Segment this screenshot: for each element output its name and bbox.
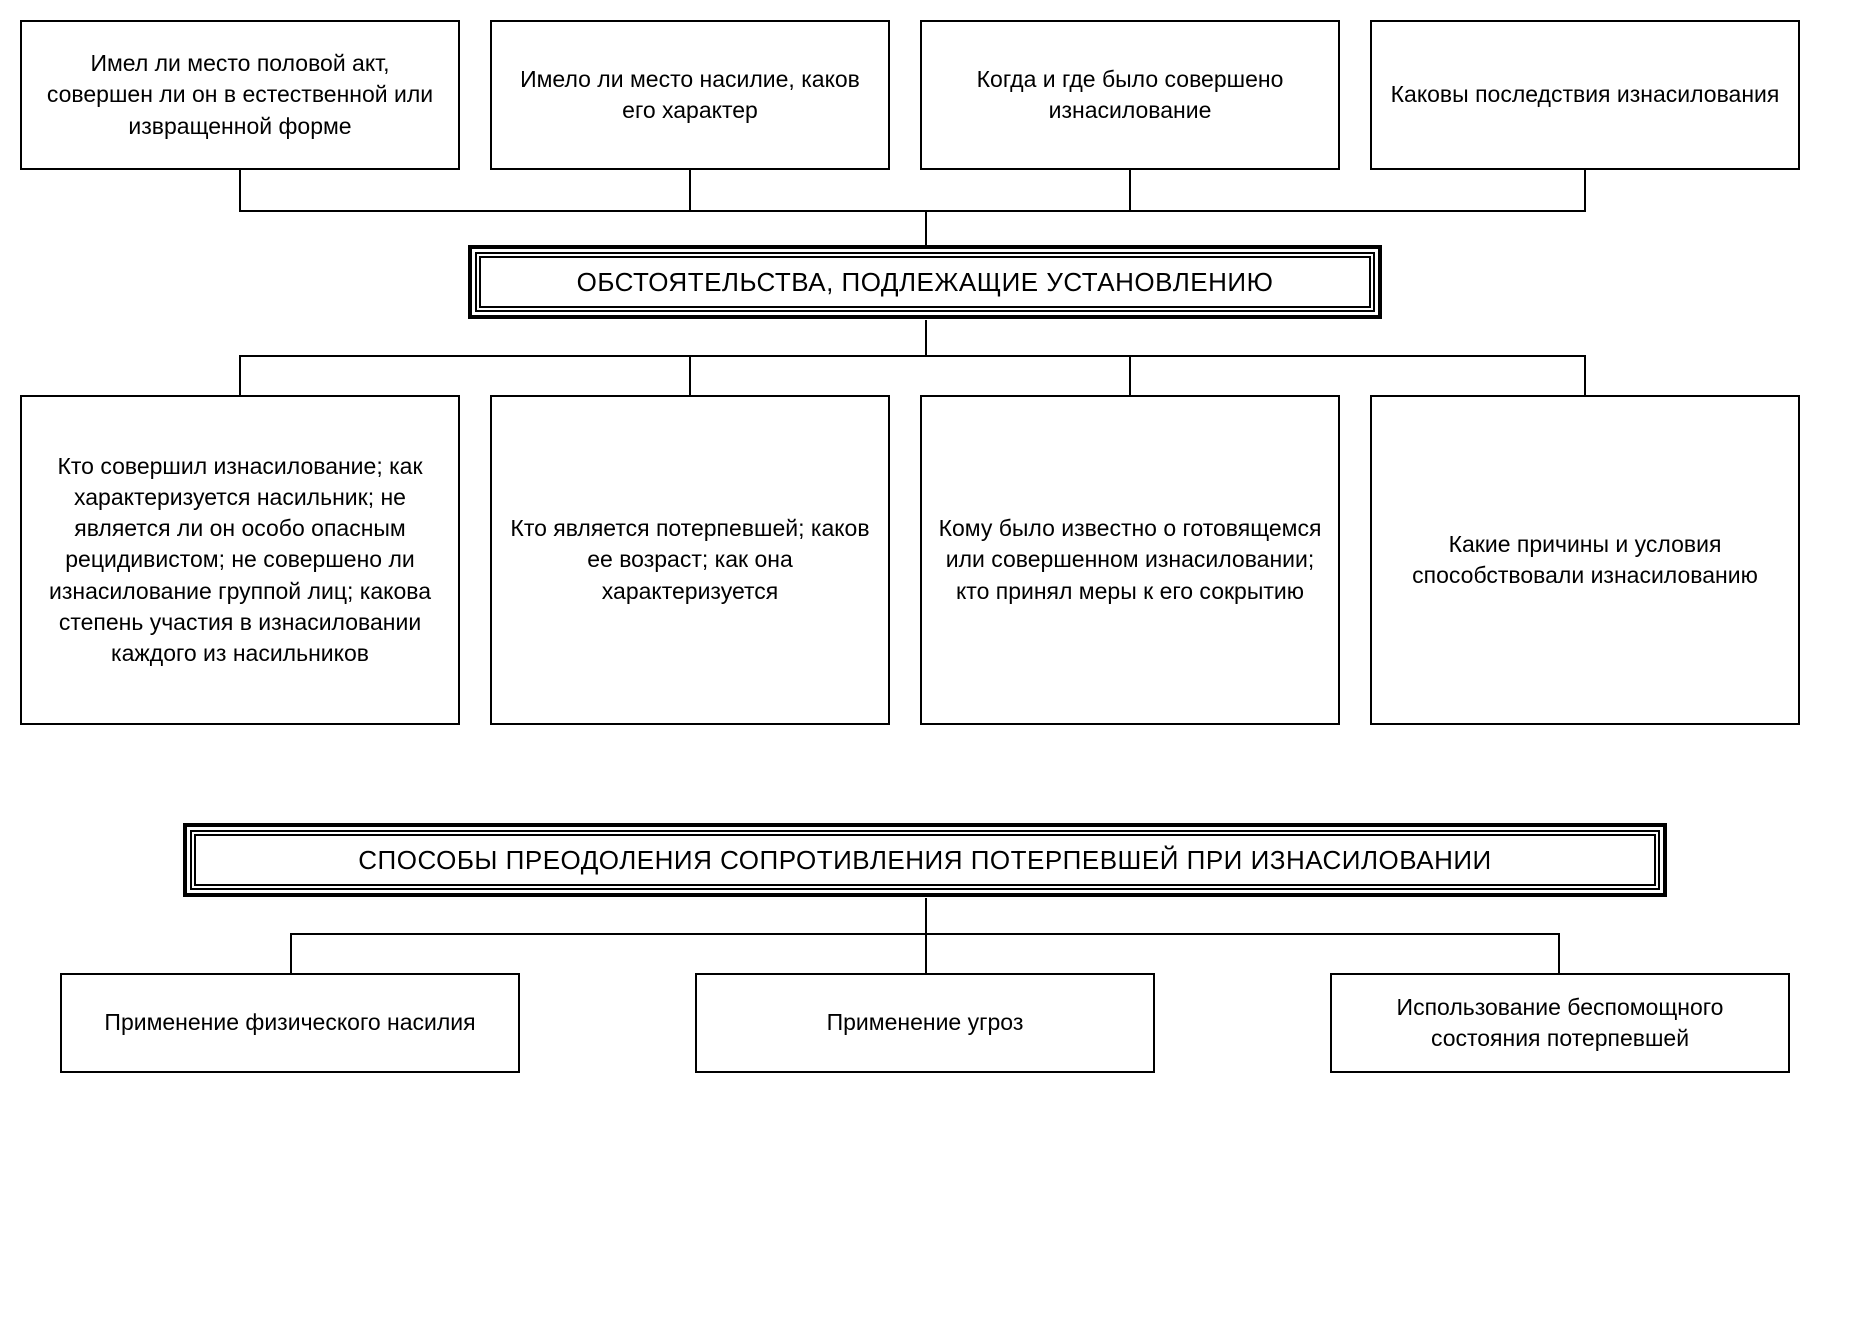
conn — [689, 170, 691, 210]
title-box-1: ОБСТОЯТЕЛЬСТВА, ПОДЛЕЖАЩИЕ УСТАНОВЛЕНИЮ — [475, 252, 1375, 312]
conn — [239, 355, 1586, 357]
conn — [925, 898, 927, 933]
d2-node-2: Применение угроз — [695, 973, 1155, 1073]
title-box-2: СПОСОБЫ ПРЕОДОЛЕНИЯ СОПРОТИВЛЕНИЯ ПОТЕРП… — [190, 830, 1660, 890]
conn — [239, 355, 241, 395]
bottom-node-1: Кто совершил изнасилование; как характер… — [20, 395, 460, 725]
bottom-node-4: Какие причины и условия способствовали и… — [1370, 395, 1800, 725]
conn — [1584, 170, 1586, 210]
top-node-1: Имел ли место половой акт, совершен ли о… — [20, 20, 460, 170]
conn — [925, 933, 927, 973]
conn — [689, 355, 691, 395]
conn — [925, 320, 927, 355]
d2-node-3: Использование беспомощного состояния пот… — [1330, 973, 1790, 1073]
conn — [925, 210, 927, 245]
top-node-4: Каковы последствия изнасилования — [1370, 20, 1800, 170]
d2-node-1: Применение физического насилия — [60, 973, 520, 1073]
conn — [1558, 933, 1560, 973]
top-node-2: Имело ли место насилие, каков его характ… — [490, 20, 890, 170]
conn — [1129, 170, 1131, 210]
conn — [1584, 355, 1586, 395]
top-node-3: Когда и где было совершено изнасилование — [920, 20, 1340, 170]
conn — [239, 170, 241, 210]
bottom-node-2: Кто является потерпевшей; каков ее возра… — [490, 395, 890, 725]
conn — [290, 933, 292, 973]
conn — [239, 210, 1586, 212]
bottom-node-3: Кому было известно о готовящемся или сов… — [920, 395, 1340, 725]
conn — [1129, 355, 1131, 395]
